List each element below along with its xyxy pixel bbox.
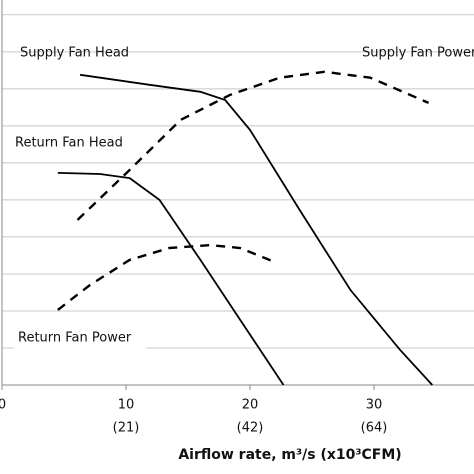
series-label: Supply Fan Power: [362, 46, 474, 61]
x-tick-label: 0: [0, 398, 6, 413]
x-axis-label: Airflow rate, m³/s (x10³CFM): [178, 447, 401, 463]
series-line: [57, 243, 276, 311]
series-line: [57, 172, 285, 386]
series-line: [76, 70, 430, 221]
series-label: Return Fan Power: [18, 331, 132, 346]
x2-tick-label: (64): [361, 421, 388, 436]
x-tick-label: 10: [118, 398, 135, 413]
x-tick-label: 20: [242, 398, 259, 413]
x-tick-label: 30: [366, 398, 383, 413]
series-line: [79, 73, 433, 386]
x2-tick-label: (21): [113, 421, 140, 436]
series-label: Supply Fan Head: [20, 46, 129, 61]
label-background: [14, 326, 146, 350]
x2-tick-label: (42): [237, 421, 264, 436]
series-label: Return Fan Head: [15, 136, 123, 151]
